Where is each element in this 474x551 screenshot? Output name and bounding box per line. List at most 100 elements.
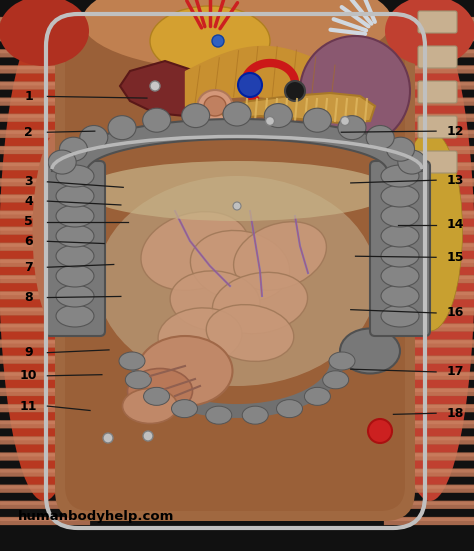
FancyBboxPatch shape bbox=[0, 372, 90, 376]
Ellipse shape bbox=[398, 131, 463, 331]
FancyBboxPatch shape bbox=[0, 147, 90, 150]
FancyBboxPatch shape bbox=[0, 388, 90, 396]
FancyBboxPatch shape bbox=[0, 34, 90, 37]
FancyBboxPatch shape bbox=[0, 212, 90, 214]
Circle shape bbox=[103, 433, 113, 443]
FancyBboxPatch shape bbox=[0, 146, 90, 154]
FancyBboxPatch shape bbox=[384, 404, 474, 412]
FancyBboxPatch shape bbox=[0, 372, 90, 380]
FancyBboxPatch shape bbox=[0, 324, 90, 327]
FancyBboxPatch shape bbox=[0, 307, 90, 315]
Ellipse shape bbox=[97, 176, 377, 386]
FancyBboxPatch shape bbox=[384, 372, 474, 376]
FancyBboxPatch shape bbox=[384, 131, 474, 134]
Ellipse shape bbox=[59, 137, 88, 161]
Ellipse shape bbox=[385, 0, 474, 66]
FancyBboxPatch shape bbox=[384, 82, 474, 89]
Ellipse shape bbox=[57, 1, 417, 521]
FancyBboxPatch shape bbox=[0, 259, 90, 267]
FancyBboxPatch shape bbox=[0, 485, 90, 493]
Ellipse shape bbox=[381, 185, 419, 207]
Ellipse shape bbox=[206, 305, 294, 361]
FancyBboxPatch shape bbox=[384, 388, 474, 396]
FancyBboxPatch shape bbox=[0, 468, 90, 477]
Text: 16: 16 bbox=[447, 306, 464, 320]
Circle shape bbox=[285, 81, 305, 101]
FancyBboxPatch shape bbox=[384, 18, 474, 21]
Ellipse shape bbox=[340, 328, 400, 374]
FancyBboxPatch shape bbox=[0, 130, 90, 138]
Text: 7: 7 bbox=[24, 261, 33, 274]
Ellipse shape bbox=[264, 104, 292, 128]
FancyBboxPatch shape bbox=[384, 501, 474, 505]
FancyBboxPatch shape bbox=[0, 404, 90, 412]
FancyBboxPatch shape bbox=[0, 163, 90, 166]
Text: 6: 6 bbox=[24, 235, 33, 248]
FancyBboxPatch shape bbox=[0, 291, 90, 299]
Circle shape bbox=[143, 431, 153, 441]
Circle shape bbox=[212, 35, 224, 47]
FancyBboxPatch shape bbox=[0, 436, 90, 444]
FancyBboxPatch shape bbox=[384, 179, 474, 186]
FancyBboxPatch shape bbox=[384, 452, 474, 461]
Ellipse shape bbox=[158, 308, 242, 364]
FancyBboxPatch shape bbox=[384, 260, 474, 263]
FancyBboxPatch shape bbox=[0, 195, 90, 198]
Ellipse shape bbox=[381, 165, 419, 187]
FancyBboxPatch shape bbox=[384, 356, 474, 364]
FancyBboxPatch shape bbox=[0, 260, 90, 263]
FancyBboxPatch shape bbox=[0, 114, 90, 122]
FancyBboxPatch shape bbox=[384, 17, 474, 25]
FancyBboxPatch shape bbox=[418, 116, 457, 138]
FancyBboxPatch shape bbox=[0, 179, 90, 182]
Text: 9: 9 bbox=[24, 346, 33, 359]
Text: 5: 5 bbox=[24, 215, 33, 228]
Polygon shape bbox=[52, 119, 422, 171]
FancyBboxPatch shape bbox=[384, 436, 474, 444]
Circle shape bbox=[368, 419, 392, 443]
FancyBboxPatch shape bbox=[384, 420, 474, 428]
FancyBboxPatch shape bbox=[55, 21, 415, 521]
FancyBboxPatch shape bbox=[0, 18, 90, 21]
FancyBboxPatch shape bbox=[384, 323, 474, 332]
FancyBboxPatch shape bbox=[384, 518, 474, 521]
FancyBboxPatch shape bbox=[384, 195, 474, 198]
Ellipse shape bbox=[56, 225, 94, 247]
Ellipse shape bbox=[386, 137, 415, 161]
FancyBboxPatch shape bbox=[0, 275, 90, 283]
Ellipse shape bbox=[381, 265, 419, 287]
FancyBboxPatch shape bbox=[384, 517, 474, 525]
FancyBboxPatch shape bbox=[0, 339, 90, 348]
FancyBboxPatch shape bbox=[384, 421, 474, 424]
FancyBboxPatch shape bbox=[0, 210, 90, 219]
FancyBboxPatch shape bbox=[418, 11, 457, 33]
Text: 14: 14 bbox=[447, 218, 464, 231]
Ellipse shape bbox=[212, 272, 308, 334]
FancyBboxPatch shape bbox=[384, 146, 474, 154]
FancyBboxPatch shape bbox=[0, 323, 90, 332]
FancyBboxPatch shape bbox=[0, 179, 90, 186]
FancyBboxPatch shape bbox=[384, 405, 474, 408]
Ellipse shape bbox=[56, 305, 94, 327]
Ellipse shape bbox=[56, 245, 94, 267]
FancyBboxPatch shape bbox=[0, 131, 90, 134]
Ellipse shape bbox=[381, 205, 419, 227]
FancyBboxPatch shape bbox=[0, 389, 90, 392]
Ellipse shape bbox=[198, 90, 233, 122]
FancyBboxPatch shape bbox=[384, 275, 474, 283]
FancyBboxPatch shape bbox=[384, 195, 474, 202]
FancyBboxPatch shape bbox=[384, 50, 474, 53]
FancyBboxPatch shape bbox=[0, 33, 90, 41]
FancyBboxPatch shape bbox=[0, 195, 90, 202]
Text: 17: 17 bbox=[447, 365, 464, 379]
FancyBboxPatch shape bbox=[418, 46, 457, 68]
Text: 8: 8 bbox=[24, 291, 33, 304]
Circle shape bbox=[340, 116, 349, 126]
FancyBboxPatch shape bbox=[384, 501, 474, 509]
FancyBboxPatch shape bbox=[384, 453, 474, 456]
FancyBboxPatch shape bbox=[384, 115, 474, 118]
FancyBboxPatch shape bbox=[0, 243, 90, 251]
FancyBboxPatch shape bbox=[0, 244, 90, 247]
Ellipse shape bbox=[56, 185, 94, 207]
FancyBboxPatch shape bbox=[384, 485, 474, 493]
